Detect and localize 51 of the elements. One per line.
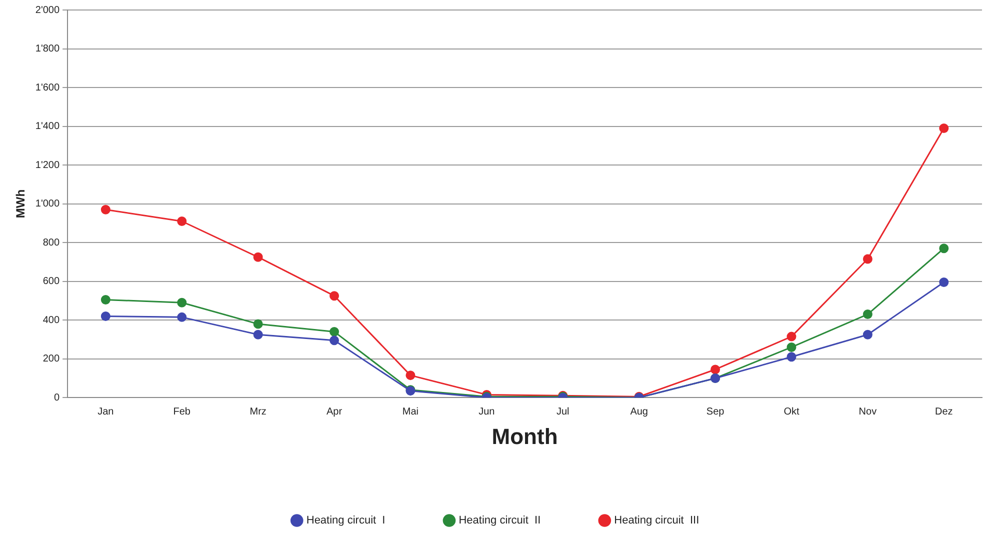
point (330, 336, 340, 346)
x-tick-label: Jun (478, 406, 495, 418)
point (862, 330, 872, 340)
legend-label: Heating circuit II (458, 514, 541, 527)
legend-label: Heating circuit III (614, 514, 700, 527)
y-tick-label: 2'000 (35, 4, 60, 16)
point (177, 312, 187, 322)
point (253, 252, 263, 262)
point (939, 278, 949, 288)
point (939, 123, 949, 133)
point (862, 254, 872, 264)
point (253, 330, 263, 340)
y-tick-label: 1'800 (35, 44, 60, 55)
x-tick-label: Apr (326, 406, 343, 418)
point (330, 291, 340, 301)
x-tick-label: Mrz (250, 406, 266, 418)
y-tick-label: 600 (42, 276, 60, 288)
y-tick-label: 200 (42, 354, 60, 365)
x-tick-label: Jul (556, 406, 570, 418)
point (786, 352, 796, 362)
x-tick-label: Mai (402, 406, 419, 418)
y-tick-label: 1'600 (35, 82, 60, 94)
point (330, 326, 340, 336)
y-tick-label: 800 (42, 237, 60, 248)
y-tick-label: 1'200 (35, 160, 60, 171)
point (406, 370, 416, 380)
point (177, 298, 187, 308)
y-tick-label: 0 (54, 392, 60, 404)
legend-label: Heating circuit I (306, 514, 386, 527)
x-tick-label: Jan (98, 406, 114, 418)
x-tick-label: Dez (935, 406, 953, 418)
point (710, 364, 720, 374)
x-axis-title: Month (492, 424, 558, 449)
x-tick-label: Feb (173, 406, 191, 418)
y-tick-label: 400 (42, 314, 60, 326)
point (253, 319, 263, 329)
point (862, 310, 872, 320)
y-tick-label: 1'000 (35, 198, 60, 210)
point (100, 311, 110, 321)
point (100, 204, 110, 214)
point (939, 244, 949, 254)
x-tick-label: Nov (858, 406, 877, 418)
x-tick-label: Sep (706, 406, 725, 418)
point (100, 294, 110, 304)
x-tick-label: Aug (630, 406, 648, 418)
point (177, 216, 187, 226)
point (786, 342, 796, 352)
y-tick-label: 1'400 (35, 121, 60, 132)
x-tick-label: Okt (784, 406, 800, 418)
point (786, 332, 796, 342)
y-axis-title: MWh (14, 189, 28, 218)
